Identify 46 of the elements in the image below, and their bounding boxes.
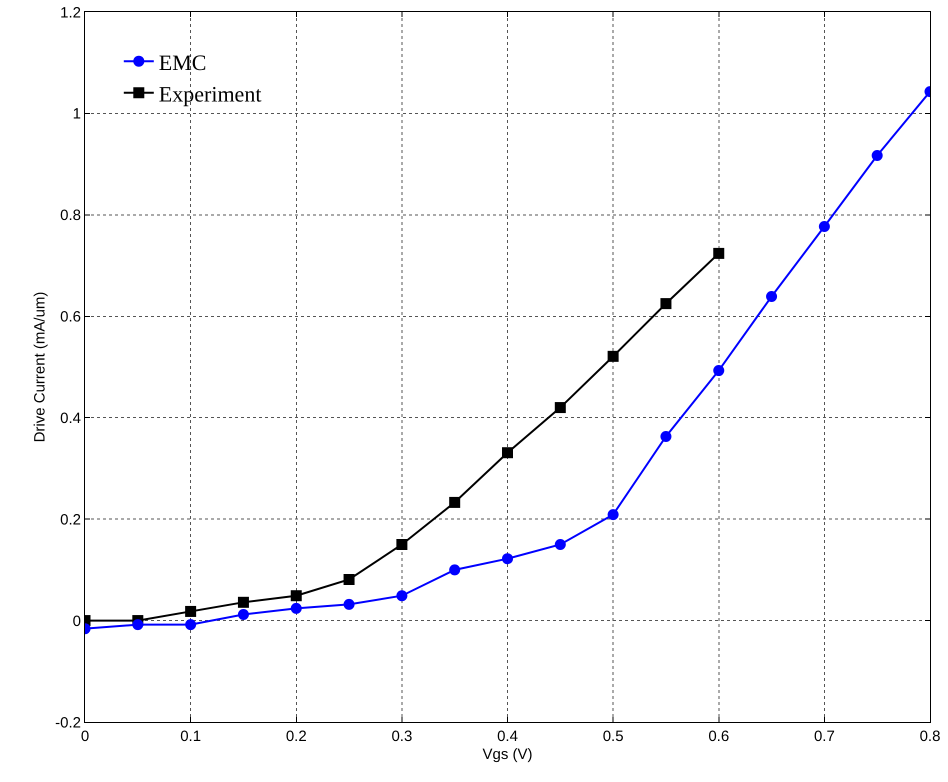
y-tick-label: 0 — [72, 612, 81, 630]
y-tick-label: 0.8 — [60, 207, 81, 224]
y-tick-label: 0.6 — [60, 308, 81, 326]
point — [132, 619, 144, 630]
point — [344, 574, 355, 585]
x-tick-label: 0.8 — [920, 728, 940, 745]
point — [290, 602, 302, 614]
legend-label: EMC — [158, 50, 206, 75]
x-tick-label: 0.5 — [602, 728, 624, 745]
x-tick-label: 0.3 — [391, 728, 412, 745]
point — [344, 598, 355, 610]
point — [608, 509, 619, 520]
y-tick-label: -0.2 — [55, 714, 81, 732]
point — [238, 596, 249, 608]
point — [554, 402, 566, 414]
point — [713, 248, 724, 259]
point — [766, 291, 778, 302]
y-tick-label: 0.2 — [60, 511, 81, 528]
point — [502, 447, 513, 458]
y-tick-label: 1.2 — [60, 4, 81, 22]
point — [185, 619, 196, 630]
y-axis-title: Drive Current (mA/um) — [31, 292, 48, 442]
point — [290, 590, 302, 602]
y-tick-label: 0.4 — [60, 410, 81, 427]
x-tick-label: 0.6 — [708, 728, 730, 745]
point — [660, 430, 672, 442]
point — [872, 150, 883, 162]
x-tick-label: 0.2 — [286, 728, 307, 745]
point — [449, 496, 460, 508]
point — [713, 365, 724, 376]
point — [660, 298, 672, 310]
point — [818, 221, 830, 232]
legend-label: Experiment — [158, 81, 262, 106]
x-tick-label: 0.7 — [814, 728, 835, 745]
point — [502, 553, 513, 564]
point — [449, 564, 460, 576]
point — [608, 350, 619, 362]
x-tick-label: 0.4 — [497, 728, 518, 745]
x-tick-label: 0.1 — [180, 728, 202, 745]
x-axis-title: Vgs (V) — [482, 746, 533, 763]
point — [185, 606, 196, 617]
point — [238, 608, 249, 620]
point — [396, 539, 408, 550]
point — [396, 590, 408, 602]
point — [554, 539, 566, 550]
y-tick-label: 1 — [72, 106, 81, 123]
